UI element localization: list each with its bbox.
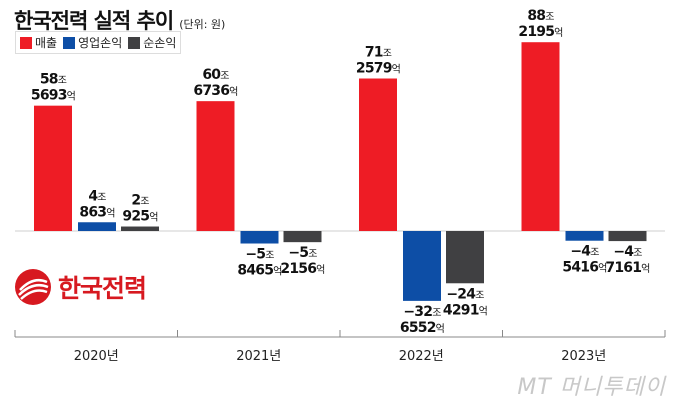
data-label: −4조 [613, 244, 642, 260]
bar-net [608, 231, 647, 242]
data-label: 58조 [40, 72, 67, 88]
data-label: 6736억 [193, 83, 237, 99]
legend-swatch [63, 36, 76, 49]
watermark: MT 머니투데이 [517, 375, 666, 400]
data-label: 2조 [131, 193, 149, 209]
title-text: 한국전력 실적 추이 [14, 9, 174, 33]
data-label: 6552억 [400, 320, 444, 336]
legend-swatch [20, 36, 32, 49]
legend-label: 영업손익 [78, 36, 123, 50]
data-label: 925억 [122, 209, 157, 225]
legend-item-net: 순손익 [128, 34, 176, 51]
data-label: 7161억 [605, 260, 649, 276]
data-label: 8465억 [237, 263, 281, 279]
bar-operating [565, 231, 604, 241]
legend-item-sales: 매출 [20, 34, 57, 51]
data-label: 863억 [79, 204, 114, 220]
data-label: 4조 [88, 188, 106, 204]
data-label: 88조 [527, 8, 554, 24]
data-label: −5조 [288, 245, 317, 261]
kepco-logo: 한국전력 [14, 268, 147, 306]
x-tick-label: 2021년 [236, 349, 281, 364]
bar-net [121, 226, 159, 231]
bar-sales [34, 105, 72, 231]
x-tick-label: 2023년 [561, 349, 606, 364]
x-tick-label: 2022년 [399, 349, 444, 364]
bar-sales [196, 101, 235, 231]
data-label: 2156억 [280, 261, 324, 277]
data-label: 60조 [202, 67, 229, 83]
legend: 매출 영업손익 순손익 [15, 31, 182, 54]
bar-sales [359, 78, 397, 232]
data-label: 5416억 [562, 260, 606, 276]
bar-sales [521, 42, 560, 232]
unit-label: (단위: 원) [179, 18, 226, 31]
data-label: −24조 [446, 286, 484, 302]
logo-text: 한국전력 [58, 274, 147, 303]
bar-operating [403, 231, 441, 301]
legend-item-operating: 영업손익 [63, 34, 122, 51]
bar-operating [240, 231, 279, 244]
data-label: −4조 [570, 244, 599, 260]
bar-net [283, 231, 322, 243]
data-label: 5693억 [31, 88, 75, 104]
data-label: 4291억 [443, 302, 487, 318]
x-tick-label: 2020년 [74, 349, 119, 364]
legend-label: 매출 [35, 36, 58, 50]
legend-swatch [128, 36, 141, 49]
bar-net [446, 231, 484, 284]
data-label: 2579억 [356, 61, 400, 77]
data-label: −5조 [245, 247, 274, 263]
kepco-logo-icon [15, 269, 51, 305]
bar-operating [78, 222, 116, 231]
data-label: 2195억 [518, 24, 562, 40]
data-label: 71조 [365, 45, 392, 61]
data-label: −32조 [403, 304, 441, 320]
chart-title: 한국전력 실적 추이 (단위: 원) [14, 5, 225, 35]
legend-label: 순손익 [143, 36, 177, 50]
